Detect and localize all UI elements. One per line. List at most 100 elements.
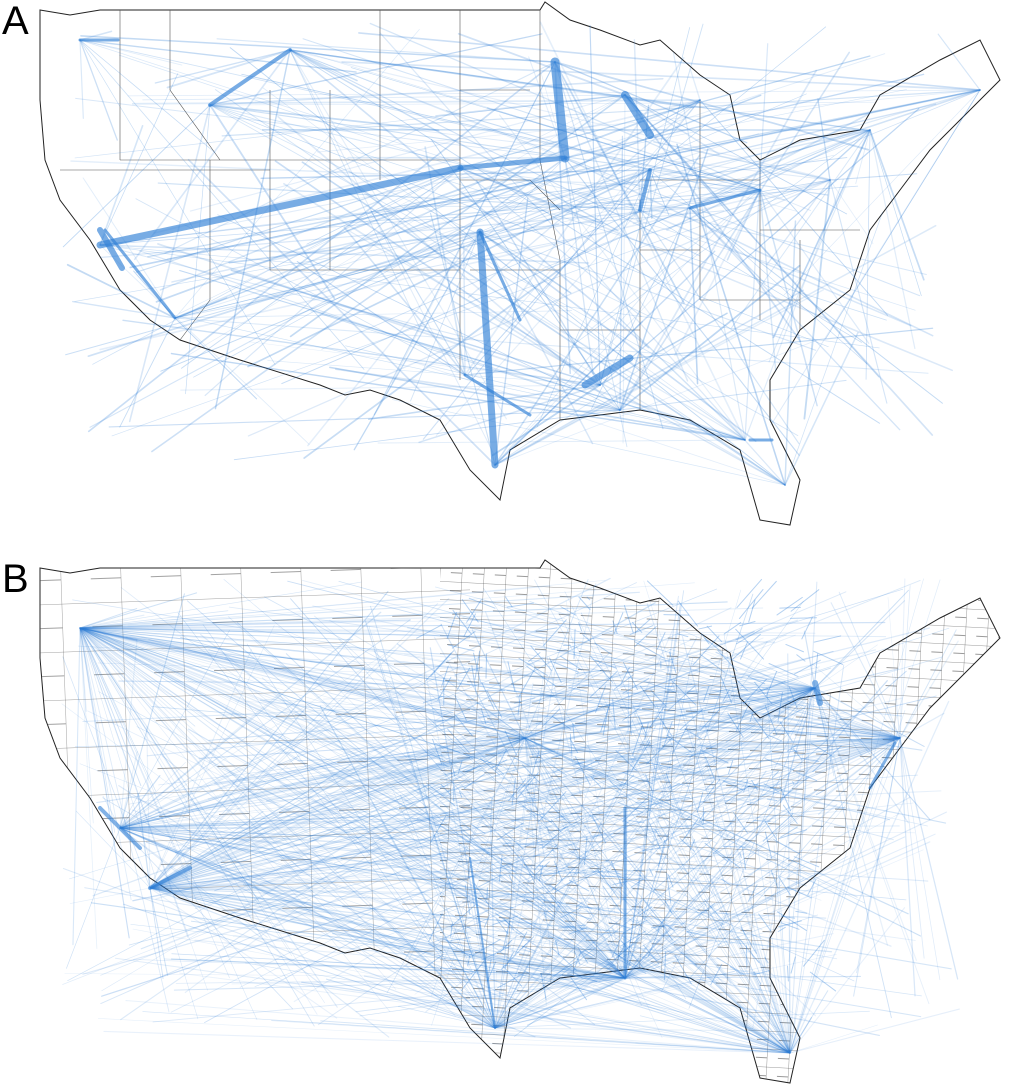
flow-line: [345, 345, 746, 441]
flow-line: [542, 619, 567, 647]
flow-line: [62, 104, 211, 248]
flow-line: [74, 737, 526, 747]
flow-line: [480, 819, 626, 979]
flow-line: [814, 644, 878, 689]
flow-line: [542, 867, 574, 877]
flow-line: [149, 730, 514, 889]
flow-line: [131, 99, 701, 105]
flow-line: [564, 89, 907, 159]
flow-line: [482, 945, 511, 961]
flow-line: [72, 300, 176, 319]
flow-line: [656, 704, 791, 1054]
flow-line: [174, 133, 760, 319]
flow-line: [624, 972, 760, 979]
flow-line: [233, 737, 526, 841]
flow-line: [342, 737, 901, 879]
flow-line: [812, 745, 842, 773]
flow-line: [487, 766, 495, 770]
flow-line: [557, 924, 586, 929]
flow-line: [534, 843, 559, 871]
flow-line: [668, 723, 901, 739]
flow-line: [457, 861, 626, 979]
flow-line: [591, 815, 607, 844]
flow-line: [66, 827, 121, 969]
flow-line: [490, 179, 831, 238]
flow-line: [729, 966, 743, 975]
flow-line: [208, 760, 626, 979]
flow-line: [580, 612, 791, 1054]
flow-line: [594, 659, 617, 669]
flow-line: [677, 600, 699, 627]
flow-line: [624, 975, 862, 979]
flow-line: [99, 244, 310, 445]
flow-line: [359, 977, 626, 1017]
flow-line: [777, 926, 786, 933]
flow-line: [149, 887, 544, 896]
flow-line: [479, 231, 594, 445]
flow-line: [699, 99, 889, 316]
flow-line: [599, 108, 920, 386]
flow-line: [494, 728, 856, 1029]
flow-line: [624, 94, 880, 378]
flow-line: [214, 89, 786, 486]
flow-line: [119, 577, 611, 829]
flow-line: [149, 667, 365, 889]
flow-line: [252, 737, 526, 821]
flow-line: [79, 627, 196, 727]
flow-line: [624, 831, 670, 979]
flow-line: [789, 664, 845, 1054]
flow-line: [515, 687, 816, 698]
flow-line: [829, 173, 918, 181]
flow-line: [624, 593, 754, 979]
flow-line: [486, 157, 566, 237]
flow-line: [688, 188, 762, 210]
flow-line: [369, 22, 761, 191]
flow-line: [283, 182, 601, 386]
flow-line: [689, 113, 870, 209]
flow-line: [194, 687, 816, 909]
flow-line: [122, 319, 601, 386]
flow-line: [79, 627, 98, 949]
flow-line: [79, 621, 886, 629]
flow-line: [79, 763, 626, 979]
state-boundaries: [60, 10, 860, 420]
flow-line: [703, 652, 901, 739]
flow-line: [79, 627, 477, 1005]
flow-line: [783, 89, 981, 296]
flow-line: [319, 737, 901, 777]
flow-line: [230, 269, 601, 386]
flow-line: [546, 761, 567, 776]
flow-line: [619, 878, 622, 906]
flow-line: [242, 884, 791, 1054]
flow-line: [524, 666, 820, 739]
flow-line: [149, 597, 450, 889]
flow-line: [813, 650, 844, 665]
flow-line: [681, 636, 791, 1054]
flow-line: [766, 179, 831, 266]
flow-line: [838, 591, 901, 739]
flow-line: [79, 39, 118, 141]
flow-line: [279, 737, 901, 787]
flow-line: [79, 627, 623, 846]
flow-line: [228, 231, 481, 264]
flow-line: [796, 771, 818, 782]
flow-line: [689, 207, 699, 385]
flow-line: [479, 231, 757, 442]
flow-line: [435, 209, 641, 436]
flow-line: [79, 627, 138, 642]
flow-line: [459, 167, 953, 372]
flow-line: [624, 877, 804, 979]
flow-line: [719, 674, 733, 704]
flow-line: [619, 69, 818, 411]
flow-line: [217, 214, 621, 411]
flow-line: [278, 626, 526, 739]
flow-line: [814, 687, 925, 747]
flow-line: [401, 976, 496, 1029]
flow-line: [785, 643, 804, 653]
flow-line: [319, 705, 496, 1029]
flow-line: [149, 887, 704, 957]
flow-line: [542, 708, 561, 727]
flow-line: [149, 809, 525, 889]
flow-line: [622, 771, 654, 785]
flow-line: [706, 625, 723, 643]
